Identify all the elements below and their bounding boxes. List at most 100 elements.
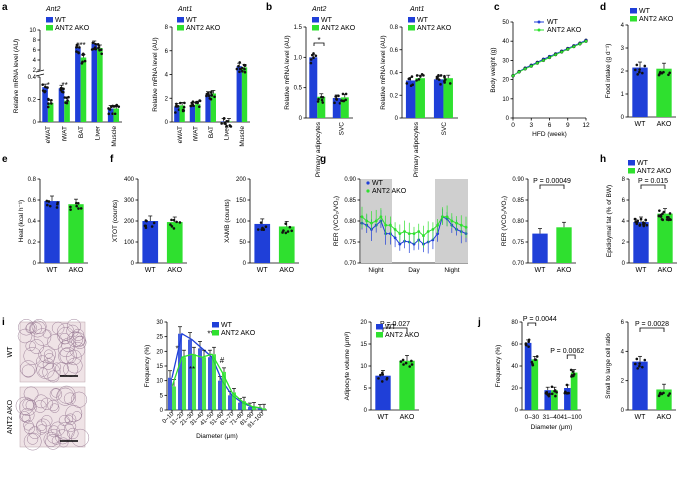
y-tick-label: 400 [124,177,135,183]
bar [309,57,318,118]
y-tick-label: 0.85 [512,198,524,204]
bar [172,386,176,410]
data-point [207,94,211,98]
legend-swatch-wt [408,17,415,23]
data-point [517,70,521,74]
y-tick-label: 5 [160,393,164,399]
legend-label: ANT2 AKO [186,25,221,32]
data-point [546,393,550,397]
data-point [417,230,421,233]
y-tick-label: 40 [502,39,509,45]
legend-swatch-ako [177,25,184,31]
data-point [74,201,78,205]
cell-outline [23,386,39,402]
x-tick-label: AKO [657,121,672,128]
data-point [189,104,193,108]
bar [75,48,81,122]
data-point [238,70,241,74]
legend-swatch-ako [408,25,415,31]
chart-j1: 0 20 40 60 80 0–30 31–40 41–100 Frequency (%) P =… [495,316,584,431]
p-value: P = 0.0062 [550,348,584,355]
cell-outline [58,348,75,365]
x-tick-label: Liver [94,125,101,140]
significance-bracket [640,184,666,189]
axis-break-mark [35,69,45,73]
y-tick-label: 10 [502,97,509,103]
y-tick-label: 0 [515,408,519,414]
legend-swatch-ako [212,330,219,336]
data-point [420,73,424,76]
bar [218,380,222,410]
legend-swatch-wt [177,17,184,23]
data-point [198,105,201,109]
bar [252,406,256,410]
data-point [92,47,95,51]
cell-outline [46,428,62,444]
data-point [511,74,515,78]
data-point [384,223,388,227]
data-point [437,78,441,81]
data-point [113,112,117,116]
data-point [415,79,418,82]
y-tick-label: 0 [33,120,37,126]
bar [80,57,87,122]
y-tick-label: 3 [621,46,625,52]
data-point [440,215,444,219]
data-point [531,363,535,367]
data-point [450,219,454,223]
bar [179,105,185,122]
cell-outline [19,360,37,377]
legend-label: ANT2 AKO [417,25,452,32]
cell-outline [70,332,86,348]
data-point [117,105,121,108]
bar [174,106,180,122]
bar [632,361,648,410]
data-point [150,225,154,228]
data-point [196,101,199,104]
data-point [79,207,83,210]
data-point [636,73,639,76]
y-tick-label: 8 [33,38,37,44]
y-tick-label: 5 [364,386,368,392]
bar [238,402,242,410]
data-point [94,47,97,51]
data-point [77,202,80,205]
cell-outline [15,396,34,415]
data-point [340,99,343,102]
significance-star: # [220,356,225,365]
y-tick-label: 0.80 [512,219,524,225]
y-tick-label: 2 [33,68,37,74]
data-point [554,394,557,398]
data-point [417,78,421,81]
cell-outline [19,398,37,416]
data-point [644,218,648,222]
y-tick-label: 0.90 [344,177,356,183]
data-point [529,64,533,68]
data-point [448,82,452,85]
data-point [50,102,53,105]
data-point [527,345,530,348]
data-point [399,360,403,363]
data-point [668,212,672,215]
legend-label: WT [639,8,651,15]
data-point [443,81,446,84]
bar [258,408,262,410]
data-point [228,124,232,127]
bar [168,377,172,410]
data-point [174,111,177,114]
data-point [638,224,642,227]
data-point [80,62,84,65]
data-point [657,214,661,218]
y-tick-label: 100 [124,240,135,246]
y-axis-label: RER (VCO₂/VO₂) [333,196,340,246]
data-point [553,389,557,392]
data-point [661,218,665,222]
bar [544,390,552,410]
data-point [182,109,186,112]
y-tick-label: 0.4 [28,75,37,81]
y-tick-label: 2 [621,69,625,75]
panel-letter: d [600,2,606,13]
y-tick-label: 0 [622,261,626,267]
data-point [660,71,664,75]
